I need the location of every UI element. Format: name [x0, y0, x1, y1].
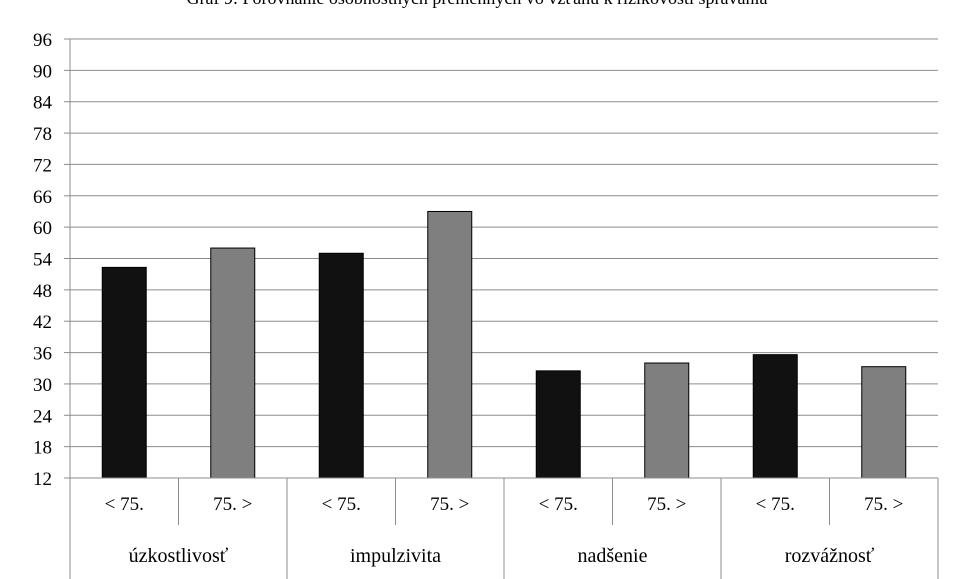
- bar: [318, 252, 364, 479]
- y-tick-label: 30: [33, 375, 52, 396]
- y-tick-label: 12: [33, 469, 52, 490]
- y-tick-label: 72: [33, 155, 52, 176]
- x-category-label: < 75.: [322, 494, 361, 515]
- x-group-label: nadšenie: [578, 545, 648, 567]
- y-tick-label: 42: [33, 312, 52, 333]
- bar: [427, 210, 473, 479]
- x-group-label: impulzivita: [350, 545, 441, 567]
- y-tick-label: 66: [33, 187, 52, 208]
- y-tick-label: 36: [33, 344, 52, 365]
- y-tick-label: 48: [33, 281, 52, 302]
- x-category-label: < 75.: [105, 494, 144, 515]
- bars: [101, 210, 907, 479]
- x-axis-labels: < 75. 75. > úzkostlivosť < 75. 75. > impulziv…: [105, 494, 904, 567]
- bar: [861, 366, 907, 479]
- x-category-label: < 75.: [756, 494, 795, 515]
- bar: [101, 266, 147, 479]
- bar: [644, 362, 690, 479]
- y-tick-label: 78: [33, 124, 52, 145]
- x-group-label: úzkostlivosť: [129, 545, 229, 567]
- y-tick-label: 90: [33, 61, 52, 82]
- y-axis-ticks: 12 18 24 30 36 42 48 54 60 66 72 78 84 90 96: [33, 30, 70, 490]
- bar: [535, 370, 581, 479]
- x-category-label: < 75.: [539, 494, 578, 515]
- bar: [210, 247, 256, 479]
- y-tick-label: 84: [33, 93, 53, 114]
- x-category-label: 75. >: [430, 494, 469, 515]
- axes: [64, 39, 939, 579]
- x-category-label: 75. >: [647, 494, 686, 515]
- bar: [752, 354, 798, 479]
- x-category-label: 75. >: [213, 494, 252, 515]
- y-tick-label: 54: [33, 250, 53, 271]
- chart-title: Graf 9: Porovnanie osobnostných premenný…: [186, 0, 767, 8]
- y-tick-label: 18: [33, 438, 52, 459]
- gridlines: [70, 38, 938, 448]
- y-tick-label: 96: [33, 30, 52, 51]
- x-group-label: rozvážnosť: [785, 545, 875, 567]
- y-tick-label: 60: [33, 218, 52, 239]
- y-tick-label: 24: [33, 406, 53, 427]
- x-category-label: 75. >: [864, 494, 903, 515]
